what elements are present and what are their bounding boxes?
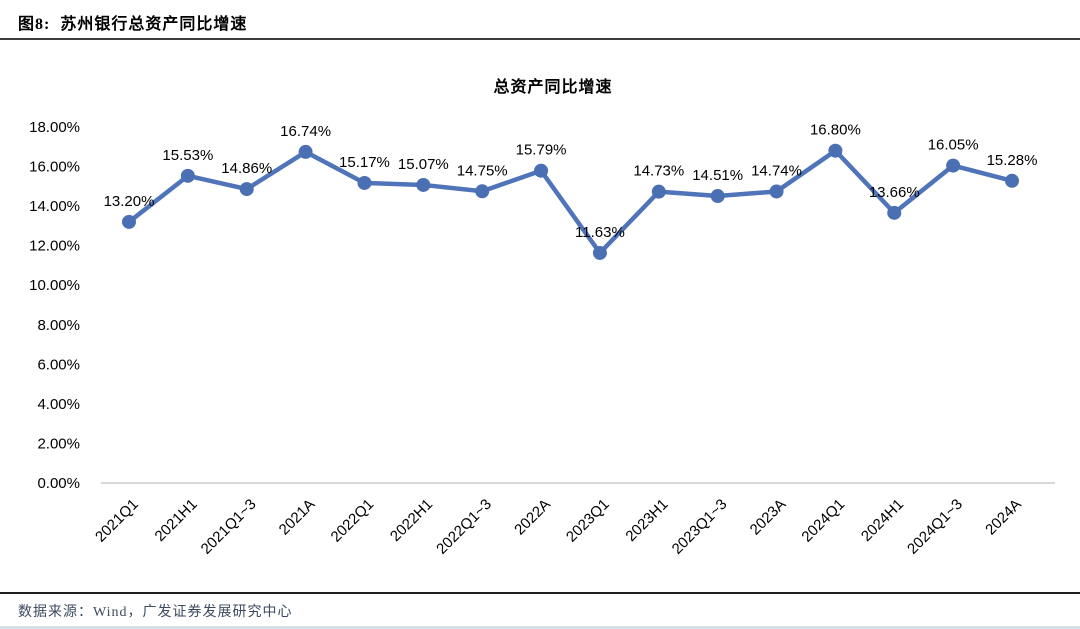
data-point-marker [475, 184, 490, 199]
data-point-marker [592, 245, 607, 260]
data-point-marker [887, 205, 902, 220]
x-tick-label: 2021Q1~3 [198, 496, 260, 558]
x-tick-label: 2023Q1 [563, 496, 613, 546]
page-bottom-border [0, 626, 1080, 629]
figure-header: 图8: 苏州银行总资产同比增速 [0, 0, 1080, 40]
data-point-marker [710, 189, 725, 204]
data-point-label: 15.07% [398, 156, 449, 173]
line-chart: 0.00% 2.00% 4.00% 6.00% 8.00% 10.00% 12.00% 14.… [29, 119, 1055, 558]
data-point-marker [828, 143, 843, 158]
data-point-marker [769, 184, 784, 199]
y-tick-label: 12.00% [29, 238, 80, 255]
x-tick-label: 2024A [982, 496, 1025, 539]
x-tick-label: 2021Q1 [92, 496, 142, 546]
y-tick-label: 4.00% [37, 396, 80, 413]
data-point-label: 16.74% [280, 123, 331, 140]
y-tick-label: 6.00% [37, 356, 80, 373]
x-tick-label: 2024H1 [858, 496, 907, 545]
x-tick-label: 2021H1 [152, 496, 201, 545]
y-tick-label: 2.00% [37, 435, 80, 452]
y-tick-label: 10.00% [29, 277, 80, 294]
data-source-note: 数据来源：Wind，广发证券发展研究中心 [18, 605, 293, 620]
data-point-marker [298, 144, 313, 159]
y-tick-label: 14.00% [29, 198, 80, 215]
data-point-label: 14.73% [633, 163, 684, 180]
x-tick-label: 2021A [276, 496, 319, 539]
data-point-marker [180, 168, 195, 183]
chart-area: 0.00% 2.00% 4.00% 6.00% 8.00% 10.00% 12.00% 14.… [0, 43, 1080, 583]
x-tick-label: 2023Q1~3 [669, 496, 731, 558]
data-point-label: 15.17% [339, 154, 390, 171]
figure-title: 苏州银行总资产同比增速 [60, 16, 248, 33]
figure-header-text: 图8: 苏州银行总资产同比增速 [18, 10, 247, 34]
chart-title: 总资产同比增速 [493, 79, 613, 96]
x-tick-label: 2023A [747, 496, 790, 539]
data-point-label: 13.66% [869, 184, 920, 201]
x-tick-label: 2024Q1~3 [904, 496, 966, 558]
y-tick-label: 0.00% [37, 475, 80, 492]
data-point-marker [946, 158, 961, 173]
data-point-label: 14.74% [751, 162, 802, 179]
data-point-marker [1005, 173, 1019, 188]
data-point-label: 16.05% [928, 137, 979, 154]
data-point-label: 14.86% [221, 160, 272, 177]
data-point-label: 15.79% [516, 142, 567, 159]
x-tick-label: 2022Q1 [328, 496, 378, 546]
x-tick-label: 2022H1 [387, 496, 436, 545]
data-point-label: 11.63% [575, 224, 625, 241]
data-point-label: 16.80% [810, 122, 861, 139]
y-tick-label: 18.00% [29, 119, 80, 136]
data-point-label: 13.20% [104, 193, 155, 210]
x-tick-label: 2024Q1 [798, 496, 848, 546]
data-point-marker [416, 177, 431, 192]
data-point-label: 14.75% [457, 162, 508, 179]
data-point-marker [357, 175, 372, 190]
data-point-marker [239, 182, 254, 197]
data-point-label: 14.51% [692, 167, 743, 184]
x-tick-label: 2022A [511, 496, 554, 539]
series-line [126, 148, 1015, 256]
x-tick-label: 2023H1 [622, 496, 671, 545]
data-point-marker [534, 163, 549, 178]
figure-number-label: 图8: [18, 16, 51, 33]
x-tick-label: 2022Q1~3 [433, 496, 495, 558]
y-tick-label: 16.00% [29, 159, 80, 176]
data-point-label: 15.53% [162, 147, 213, 164]
footer-divider [0, 592, 1080, 594]
data-point-marker [651, 184, 666, 199]
y-tick-label: 8.00% [37, 317, 80, 334]
data-point-label: 15.28% [987, 152, 1038, 169]
data-point-marker [122, 214, 136, 229]
